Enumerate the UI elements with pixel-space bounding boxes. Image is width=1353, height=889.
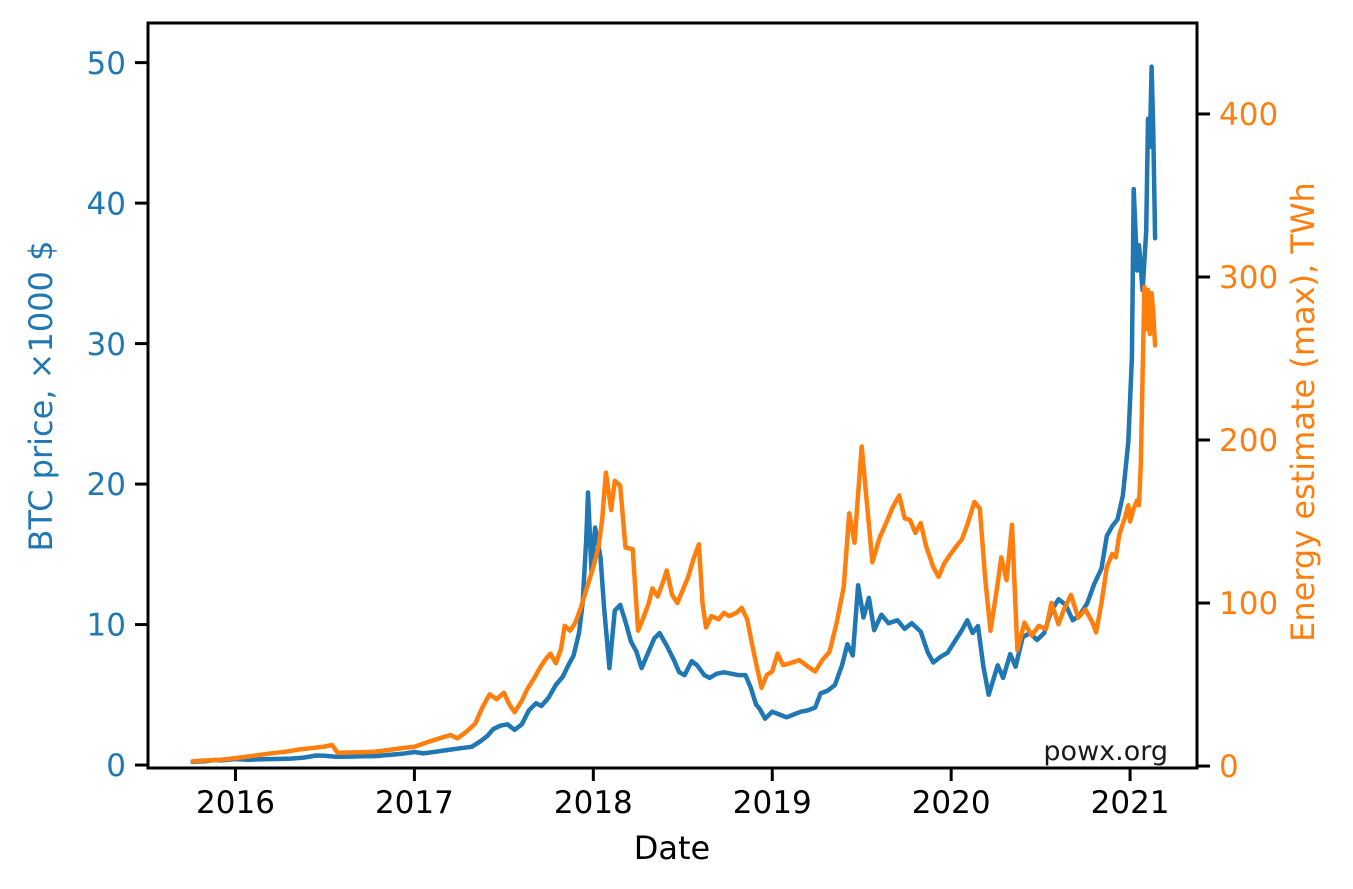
right-axis-label: Energy estimate (max), TWh [1284, 182, 1322, 642]
right-tick-label: 0 [1219, 749, 1239, 785]
left-tick-label: 30 [87, 327, 126, 363]
btc-price-line [190, 64, 1158, 765]
left-tick-label: 20 [87, 467, 126, 503]
watermark: powx.org [1043, 736, 1168, 767]
right-tick-label: 400 [1219, 97, 1278, 133]
x-tick-label: 2018 [554, 785, 633, 821]
x-tick-label: 2017 [375, 785, 454, 821]
x-tick-label: 2020 [912, 785, 991, 821]
x-tick-label: 2019 [733, 785, 812, 821]
left-tick-label: 10 [87, 608, 126, 644]
x-axis-ticks: 2016 2017 2018 2019 2020 2021 [196, 768, 1170, 821]
right-tick-label: 200 [1219, 423, 1278, 459]
plot-border [146, 21, 1199, 770]
left-tick-label: 0 [106, 748, 126, 784]
left-axis-label: BTC price, ×1000 $ [22, 241, 60, 552]
right-tick-label: 100 [1219, 586, 1278, 622]
x-axis-label: Date [634, 829, 710, 867]
energy-estimate-line [190, 284, 1158, 764]
left-tick-label: 50 [87, 46, 126, 82]
left-axis-ticks: 0 10 20 30 40 50 [87, 46, 148, 784]
right-axis-ticks: 0 100 200 300 400 [1197, 97, 1278, 785]
right-tick-label: 300 [1219, 260, 1278, 296]
series-lines [190, 64, 1158, 765]
left-tick-label: 40 [87, 186, 126, 222]
x-tick-label: 2021 [1091, 785, 1170, 821]
x-tick-label: 2016 [196, 785, 275, 821]
